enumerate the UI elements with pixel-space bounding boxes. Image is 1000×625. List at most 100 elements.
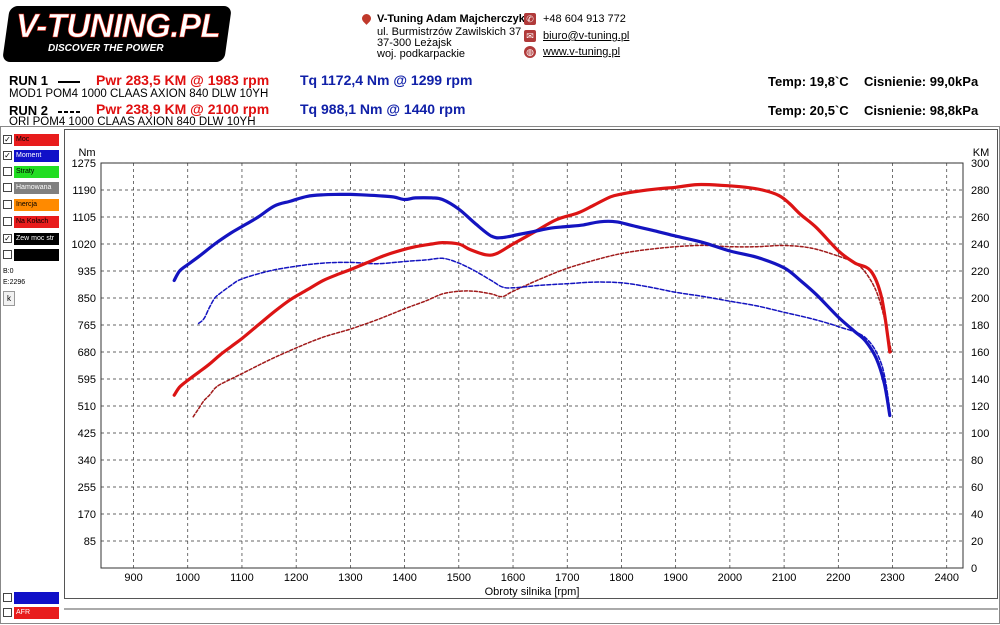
chart-panel-frame <box>64 129 998 599</box>
legend-checkbox[interactable] <box>3 200 12 209</box>
legend-checkbox[interactable] <box>3 167 12 176</box>
y-left-tick-label: 1190 <box>72 185 96 197</box>
y-right-tick-label: 100 <box>971 428 989 440</box>
y-right-tick-label: 240 <box>971 239 989 251</box>
legend-bottom-row-1[interactable] <box>3 592 59 604</box>
y-left-tick-label: 510 <box>78 401 96 413</box>
address-line-2: 37-300 Leżajsk <box>377 37 452 49</box>
legend-row-1[interactable]: ✓ Moc <box>3 134 59 146</box>
address-line-3: woj. podkarpackie <box>377 48 466 60</box>
legend-checkbox[interactable] <box>3 183 12 192</box>
chart-outer-frame <box>0 126 1000 624</box>
legend-checkbox[interactable] <box>3 217 12 226</box>
email-icon: ✉ <box>524 30 536 42</box>
status-e: E:2296 <box>3 279 26 286</box>
plot-area <box>100 162 964 569</box>
y-right-tick-label: 300 <box>971 158 989 170</box>
run2-line-sample <box>58 111 80 113</box>
legend-swatch: Hamowana <box>14 182 59 194</box>
legend-checkbox[interactable]: ✓ <box>3 151 12 160</box>
legend-bottom-row-2[interactable]: AFR <box>3 607 59 619</box>
legend-row-7[interactable]: ✓ Zew moc str <box>3 233 59 245</box>
run1-power: Pwr 283,5 KM @ 1983 rpm <box>96 72 270 88</box>
legend-row-4[interactable]: Hamowana <box>3 182 59 194</box>
series-line-run-1-tq <box>172 192 892 418</box>
y-right-tick-label: 220 <box>971 266 989 278</box>
x-tick-label: 2200 <box>826 572 850 584</box>
y-left-tick-label: 935 <box>78 266 96 278</box>
run2-description: ORI POM4 1000 CLAAS AXION 840 DLW 10YH <box>9 116 256 128</box>
legend-row-5[interactable]: Inercja <box>3 199 59 211</box>
series-line-run-1-pwr <box>172 182 892 397</box>
y-right-tick-label: 160 <box>971 347 989 359</box>
series-line-run-2-tq <box>197 257 891 410</box>
legend-swatch: Straty <box>14 166 59 178</box>
x-tick-label: 2300 <box>880 572 904 584</box>
legend-checkbox[interactable] <box>3 608 12 617</box>
legend-checkbox[interactable] <box>3 250 12 259</box>
run1-line-sample <box>58 81 80 83</box>
y-right-tick-label: 120 <box>971 401 989 413</box>
legend-checkbox[interactable]: ✓ <box>3 135 12 144</box>
company-name: V-Tuning Adam Majcherczyk <box>377 13 525 25</box>
phone-number: +48 604 913 772 <box>543 13 626 25</box>
y-right-tick-label: 180 <box>971 320 989 332</box>
run2-torque: Tq 988,1 Nm @ 1440 rpm <box>300 101 466 117</box>
status-b: B:0 <box>3 268 14 275</box>
y-right-tick-label: 40 <box>971 509 983 521</box>
legend-swatch: Moc <box>14 134 59 146</box>
run1-pressure: Cisnienie: 99,0kPa <box>864 74 979 89</box>
x-tick-label: 1100 <box>230 572 254 584</box>
x-tick-label: 1700 <box>555 572 579 584</box>
website-link[interactable]: www.v-tuning.pl <box>543 46 621 58</box>
y-left-tick-label: 1275 <box>72 158 96 170</box>
x-tick-label: 1900 <box>663 572 687 584</box>
y-left-tick-label: 850 <box>78 293 96 305</box>
x-tick-label: 1600 <box>501 572 525 584</box>
legend-swatch <box>14 592 59 604</box>
y-left-tick-label: 170 <box>78 509 96 521</box>
y-right-tick-label: 20 <box>971 536 983 548</box>
address-line-1: ul. Burmistrzów Zawilskich 37 <box>377 26 522 38</box>
y-left-tick-label: 85 <box>84 536 96 548</box>
phone-icon: ✆ <box>524 13 536 25</box>
legend-checkbox[interactable] <box>3 593 12 602</box>
run1-torque: Tq 1172,4 Nm @ 1299 rpm <box>300 72 473 88</box>
x-tick-label: 1200 <box>284 572 308 584</box>
legend-swatch: Na Kołach <box>14 216 59 228</box>
legend-row-2[interactable]: ✓ Moment <box>3 150 59 162</box>
y-left-tick-label: 765 <box>78 320 96 332</box>
legend-row-3[interactable]: Straty <box>3 166 59 178</box>
y-left-tick-label: 425 <box>78 428 96 440</box>
x-tick-label: 900 <box>124 572 142 584</box>
x-tick-label: 2100 <box>772 572 796 584</box>
legend-swatch: Inercja <box>14 199 59 211</box>
y-left-tick-label: 1020 <box>72 239 96 251</box>
x-tick-label: 2000 <box>718 572 742 584</box>
run2-label: RUN 2 <box>9 103 49 118</box>
y-right-tick-label: 280 <box>971 185 989 197</box>
run2-pressure: Cisnienie: 98,8kPa <box>864 103 979 118</box>
legend-swatch: Zew moc str <box>14 233 59 245</box>
k-button[interactable]: k <box>3 291 15 306</box>
legend-row-6[interactable]: Na Kołach <box>3 216 59 228</box>
email-link[interactable]: biuro@v-tuning.pl <box>543 30 630 42</box>
x-axis-title: Obroty silnika [rpm] <box>485 586 580 598</box>
run2-power: Pwr 238,9 KM @ 2100 rpm <box>96 101 270 117</box>
logo-title: V-TUNING.PL <box>16 7 221 45</box>
x-tick-label: 1800 <box>609 572 633 584</box>
x-tick-label: 1500 <box>447 572 471 584</box>
legend-row-8[interactable] <box>3 249 59 261</box>
y-right-tick-label: 260 <box>971 212 989 224</box>
logo-slogan: DISCOVER THE POWER <box>48 43 164 54</box>
globe-icon: ◍ <box>524 46 536 58</box>
y-right-tick-label: 140 <box>971 374 989 386</box>
legend-checkbox[interactable]: ✓ <box>3 234 12 243</box>
x-tick-label: 1400 <box>392 572 416 584</box>
y-left-tick-label: 340 <box>78 455 96 467</box>
y-left-tick-label: 680 <box>78 347 96 359</box>
y-left-tick-label: 255 <box>78 482 96 494</box>
legend-swatch: Moment <box>14 150 59 162</box>
y-left-axis-title: Nm <box>78 147 95 159</box>
